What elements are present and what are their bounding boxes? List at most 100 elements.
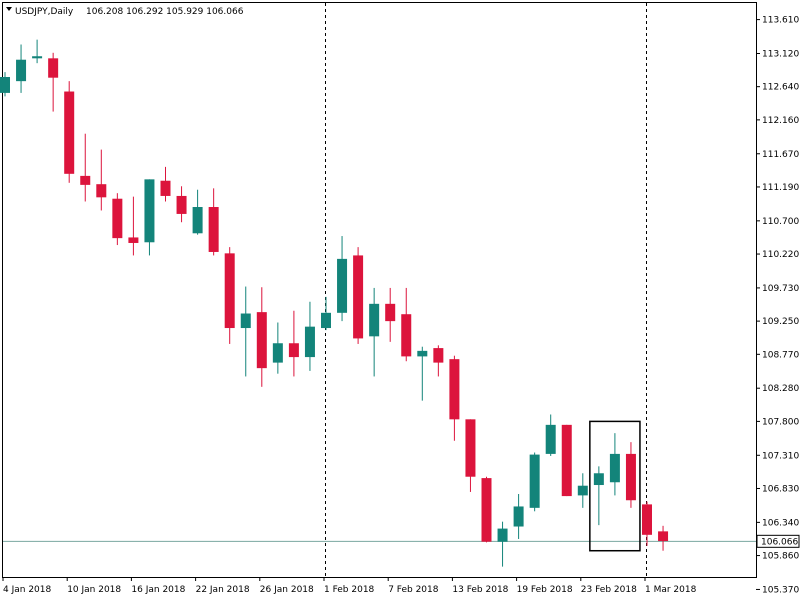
candle bbox=[176, 186, 187, 223]
x-tick-label: 1 Feb 2018 bbox=[324, 585, 375, 595]
candle bbox=[497, 521, 508, 567]
x-tick-label: 1 Mar 2018 bbox=[645, 585, 697, 595]
bear-candle-body bbox=[128, 237, 139, 243]
y-tick-label: 108.280 bbox=[762, 384, 799, 394]
candle bbox=[32, 39, 43, 64]
candle bbox=[321, 296, 331, 331]
x-tick-label: 4 Jan 2018 bbox=[3, 585, 51, 595]
candle bbox=[465, 419, 476, 492]
y-tick-label: 108.770 bbox=[762, 350, 799, 360]
candle bbox=[593, 466, 604, 526]
y-tick-label: 106.830 bbox=[762, 484, 799, 494]
bear-candle-body bbox=[449, 359, 460, 420]
bear-candle-body bbox=[385, 303, 396, 322]
bull-candle-body bbox=[577, 485, 588, 496]
candle bbox=[112, 193, 123, 246]
bear-candle-body bbox=[256, 312, 267, 369]
y-tick-label: 112.640 bbox=[762, 83, 799, 93]
price-axis: 113.610 113.120 112.640 112.160 111.670 111.1… bbox=[756, 16, 799, 595]
bear-candle-body bbox=[433, 348, 444, 363]
y-tick-label: 106.340 bbox=[762, 518, 799, 528]
current-price-tag: 106.066 bbox=[756, 534, 800, 548]
y-tick-label: 113.120 bbox=[762, 49, 799, 59]
candle bbox=[96, 149, 107, 211]
candle bbox=[577, 473, 588, 508]
y-tick-label: 112.160 bbox=[762, 116, 799, 126]
x-tick-label: 13 Feb 2018 bbox=[452, 585, 508, 595]
x-tick-label: 16 Jan 2018 bbox=[131, 585, 185, 595]
candle bbox=[144, 179, 155, 256]
bear-candle-body bbox=[481, 478, 492, 542]
candle bbox=[658, 525, 669, 551]
candle bbox=[272, 322, 283, 374]
bear-candle-body bbox=[401, 314, 412, 357]
collapse-triangle-icon[interactable] bbox=[6, 7, 12, 11]
bull-candle-body bbox=[304, 326, 315, 358]
bear-candle-body bbox=[160, 180, 171, 196]
bear-candle-body bbox=[208, 207, 219, 252]
candle bbox=[48, 52, 59, 112]
time-axis: 4 Jan 2018 10 Jan 2018 16 Jan 2018 22 Jan 2… bbox=[2, 577, 697, 595]
bear-candle-body bbox=[48, 58, 59, 78]
candle bbox=[513, 494, 524, 539]
candle bbox=[561, 424, 572, 497]
candle bbox=[192, 189, 203, 235]
bull-candle-body bbox=[272, 343, 283, 363]
candle bbox=[80, 133, 91, 202]
ohlc-readout: 106.208 106.292 105.929 106.066 bbox=[86, 7, 244, 17]
bull-candle-body bbox=[192, 207, 203, 234]
y-tick-label: 110.220 bbox=[762, 250, 799, 260]
candle bbox=[64, 81, 75, 183]
candle bbox=[401, 287, 412, 362]
bull-candle-body bbox=[240, 313, 251, 329]
y-tick-label: 113.610 bbox=[762, 16, 799, 26]
bear-candle-body bbox=[96, 184, 107, 198]
bear-candle-body bbox=[658, 531, 669, 542]
bull-candle-body bbox=[0, 76, 10, 93]
bull-candle-body bbox=[529, 454, 540, 508]
y-tick-label: 111.190 bbox=[762, 183, 799, 193]
candle bbox=[642, 501, 652, 546]
y-tick-label: 105.370 bbox=[762, 585, 799, 595]
candle bbox=[0, 72, 10, 97]
candle bbox=[288, 310, 299, 377]
y-tick-label: 111.670 bbox=[762, 150, 799, 160]
symbol-label: USDJPY,Daily bbox=[15, 7, 74, 17]
x-tick-label: 10 Jan 2018 bbox=[67, 585, 121, 595]
bull-candle-body bbox=[609, 453, 620, 483]
y-tick-label: 105.860 bbox=[762, 552, 799, 562]
candle bbox=[449, 355, 460, 441]
candle bbox=[208, 188, 219, 256]
y-tick-label: 109.250 bbox=[762, 317, 799, 327]
bull-candle-body bbox=[16, 59, 27, 82]
bear-candle-body bbox=[224, 253, 235, 329]
highlight-box bbox=[589, 420, 641, 552]
candle bbox=[337, 236, 348, 322]
bear-candle-body bbox=[80, 175, 91, 185]
plot-frame bbox=[2, 2, 757, 578]
bull-candle-body bbox=[321, 312, 331, 329]
x-tick-label: 26 Jan 2018 bbox=[260, 585, 314, 595]
bull-candle-body bbox=[545, 424, 556, 454]
candle bbox=[625, 442, 636, 508]
y-tick-label: 107.800 bbox=[762, 417, 799, 427]
y-tick-label: 109.730 bbox=[762, 284, 799, 294]
candle bbox=[304, 301, 315, 371]
bear-candle-body bbox=[112, 198, 123, 239]
candle bbox=[369, 287, 380, 377]
bear-candle-body bbox=[561, 424, 572, 497]
y-tick-label: 107.310 bbox=[762, 451, 799, 461]
bull-candle-body bbox=[337, 258, 348, 313]
candle bbox=[529, 452, 540, 512]
candle bbox=[16, 44, 27, 93]
x-tick-label: 22 Jan 2018 bbox=[196, 585, 250, 595]
bull-candle-body bbox=[497, 528, 508, 542]
bull-candle-body bbox=[593, 473, 604, 486]
candle bbox=[545, 414, 556, 456]
x-tick-label: 19 Feb 2018 bbox=[517, 585, 573, 595]
candle bbox=[224, 247, 235, 344]
bull-candle-body bbox=[369, 303, 380, 337]
bull-candle-body bbox=[32, 56, 43, 59]
